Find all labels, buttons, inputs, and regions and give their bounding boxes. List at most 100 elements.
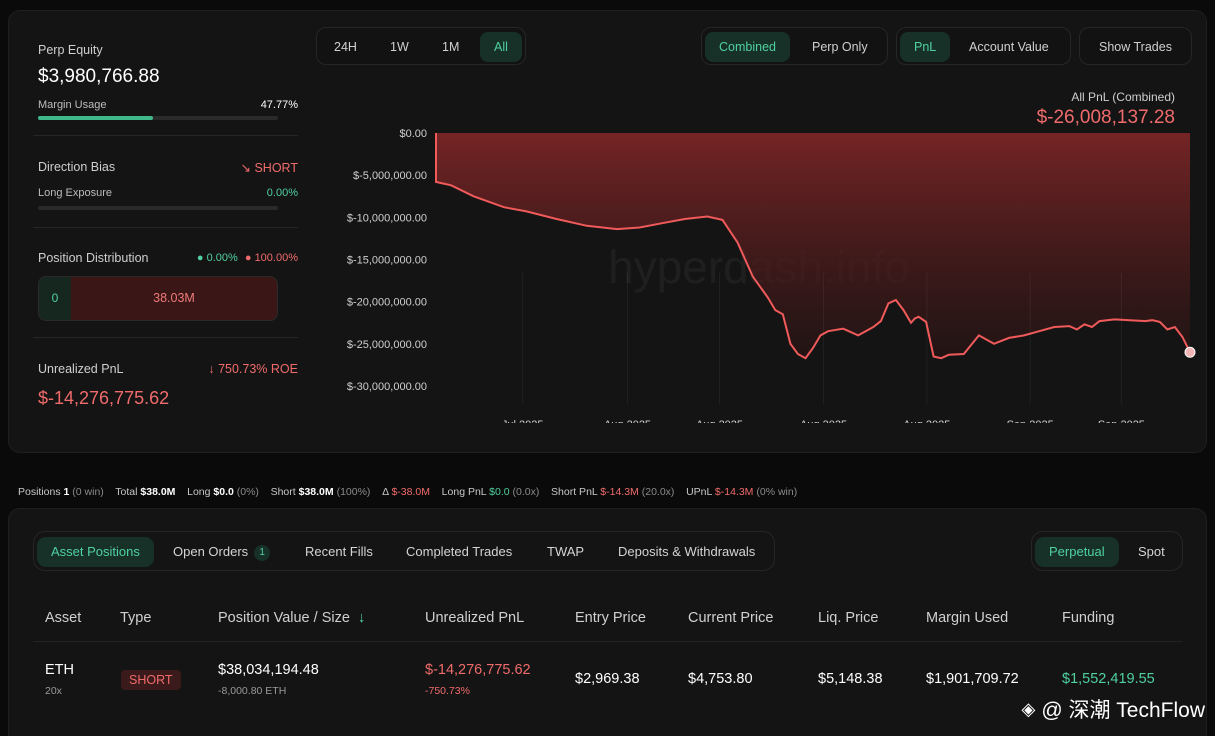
- pnl-line: [435, 133, 1191, 360]
- distribution-bar: 0 38.03M: [38, 276, 278, 321]
- roe-text: 750.73% ROE: [218, 362, 298, 376]
- stat-total-value: $38.0M: [140, 486, 176, 498]
- positions-tabs: Asset Positions Open Orders 1 Recent Fill…: [33, 531, 775, 571]
- show-trades-button[interactable]: Show Trades: [1079, 27, 1192, 65]
- divider: [33, 227, 298, 228]
- mode-perp-only[interactable]: Perp Only: [812, 40, 868, 54]
- stat-long-label: Long: [187, 486, 211, 498]
- stat-total-label: Total: [115, 486, 138, 498]
- stat-short-pnl-label: Short PnL: [551, 486, 598, 498]
- tab-open-orders-label: Open Orders: [173, 544, 249, 559]
- stat-long-pnl-value: $0.0: [489, 486, 510, 498]
- arrow-down-icon: ↓: [208, 362, 215, 376]
- row-margin-used: $1,901,709.72: [926, 671, 1019, 687]
- dist-short-pct: 100.00%: [254, 252, 298, 264]
- direction-bias-text: SHORT: [254, 161, 298, 175]
- divider: [33, 135, 298, 136]
- direction-bias-label: Direction Bias: [38, 160, 116, 174]
- range-24h[interactable]: 24H: [334, 40, 357, 54]
- perp-equity-label: Perp Equity: [38, 43, 103, 57]
- trend-down-icon: ↘: [240, 161, 251, 175]
- metric-toggle: PnL Account Value: [896, 27, 1071, 65]
- col-type[interactable]: Type: [120, 610, 152, 626]
- long-dot-icon: ●: [196, 252, 204, 264]
- tab-twap[interactable]: TWAP: [547, 544, 585, 559]
- market-toggle: Perpetual Spot: [1031, 531, 1183, 571]
- col-unrealized-pnl[interactable]: Unrealized PnL: [425, 610, 525, 626]
- range-1m[interactable]: 1M: [442, 40, 460, 54]
- tab-asset-positions[interactable]: Asset Positions: [37, 537, 154, 567]
- y-tick-label: $-5,000,000.00: [353, 170, 427, 182]
- row-position-value: $38,034,194.48: [218, 662, 319, 678]
- margin-usage-value: 47.77%: [260, 99, 298, 111]
- perp-equity-value: $3,980,766.88: [38, 66, 160, 87]
- tab-completed-trades[interactable]: Completed Trades: [406, 544, 513, 559]
- tab-deposits-withdrawals[interactable]: Deposits & Withdrawals: [618, 544, 756, 559]
- margin-usage-label: Margin Usage: [38, 99, 107, 111]
- sort-down-icon: ↓: [357, 610, 366, 626]
- long-exposure-value: 0.00%: [266, 187, 298, 199]
- x-tick-label: Aug 2025: [903, 419, 950, 423]
- open-orders-count-badge: 1: [254, 544, 271, 561]
- x-tick-label: Jul 2025: [502, 419, 544, 423]
- last-point-marker[interactable]: [1184, 346, 1196, 358]
- col-funding[interactable]: Funding: [1062, 610, 1115, 626]
- overview-panel: Perp Equity $3,980,766.88 Margin Usage 4…: [8, 10, 1207, 453]
- margin-usage-bar: [38, 116, 278, 120]
- row-unrealized-pnl: $-14,276,775.62: [425, 662, 531, 678]
- roe-value: ↓ 750.73% ROE: [208, 362, 298, 376]
- col-asset[interactable]: Asset: [45, 610, 82, 626]
- tab-recent-fills[interactable]: Recent Fills: [305, 544, 373, 559]
- x-tick-label: Aug 2025: [604, 419, 651, 423]
- col-entry-price[interactable]: Entry Price: [575, 610, 646, 626]
- chart-title: All PnL (Combined): [1071, 90, 1175, 104]
- y-tick-label: $-20,000,000.00: [347, 297, 427, 309]
- col-margin-used[interactable]: Margin Used: [926, 610, 1009, 626]
- stat-positions-value: 1: [63, 486, 70, 498]
- range-1w[interactable]: 1W: [390, 40, 409, 54]
- divider: [33, 337, 298, 338]
- x-tick-label: Sep 2025: [1007, 419, 1054, 423]
- unrealized-pnl-value: $-14,276,775.62: [38, 388, 170, 408]
- stat-short-label: Short: [270, 486, 296, 498]
- row-asset: ETH: [45, 662, 74, 678]
- stat-upnl-value: $-14.3M: [714, 486, 754, 498]
- header-divider: [33, 641, 1182, 642]
- col-position-value[interactable]: Position Value / Size ↓: [218, 610, 365, 626]
- y-tick-label: $-10,000,000.00: [347, 212, 427, 224]
- positions-panel: Asset Positions Open Orders 1 Recent Fill…: [8, 508, 1207, 736]
- stat-long-meta: (0%): [236, 486, 259, 498]
- row-position-size: -8,000.80 ETH: [218, 685, 287, 697]
- range-all[interactable]: All: [480, 32, 522, 62]
- long-exposure-bar: [38, 206, 278, 210]
- stat-long-pnl-label: Long PnL: [441, 486, 487, 498]
- market-spot[interactable]: Spot: [1138, 544, 1165, 559]
- metric-pnl[interactable]: PnL: [900, 32, 951, 62]
- show-trades-label: Show Trades: [1099, 40, 1172, 54]
- stat-upnl-label: UPnL: [686, 486, 712, 498]
- positions-stats-bar: Positions 1 (0 win) Total $38.0M Long $0…: [18, 486, 797, 498]
- y-tick-label: $-25,000,000.00: [347, 339, 427, 351]
- y-tick-label: $-30,000,000.00: [347, 381, 427, 393]
- pnl-area: [436, 133, 1190, 359]
- tab-open-orders[interactable]: Open Orders 1: [159, 537, 284, 567]
- stat-delta-value: $-38.0M: [391, 486, 430, 498]
- row-current-price: $4,753.80: [688, 671, 753, 687]
- brand-watermark-text: @ 深潮 TechFlow: [1041, 699, 1205, 722]
- x-tick-label: Sep 2025: [1098, 419, 1145, 423]
- time-range-selector: 24H 1W 1M All: [316, 27, 526, 65]
- col-liq-price[interactable]: Liq. Price: [818, 610, 879, 626]
- col-current-price[interactable]: Current Price: [688, 610, 774, 626]
- x-tick-label: Aug 2025: [800, 419, 847, 423]
- stat-short-value: $38.0M: [298, 486, 334, 498]
- market-perpetual[interactable]: Perpetual: [1035, 537, 1119, 567]
- stat-short-pnl-value: $-14.3M: [600, 486, 639, 498]
- dist-long-pct: 0.00%: [206, 252, 238, 264]
- metric-account-value[interactable]: Account Value: [969, 40, 1049, 54]
- row-unrealized-pct: -750.73%: [425, 685, 470, 697]
- stat-short-meta: (100%): [336, 486, 371, 498]
- short-dot-icon: ●: [244, 252, 252, 264]
- mode-combined[interactable]: Combined: [705, 32, 790, 62]
- pnl-chart[interactable]: $0.00 $-5,000,000.00 $-10,000,000.00 $-15,0…: [319, 123, 1199, 423]
- dist-long-segment: 0: [39, 277, 71, 320]
